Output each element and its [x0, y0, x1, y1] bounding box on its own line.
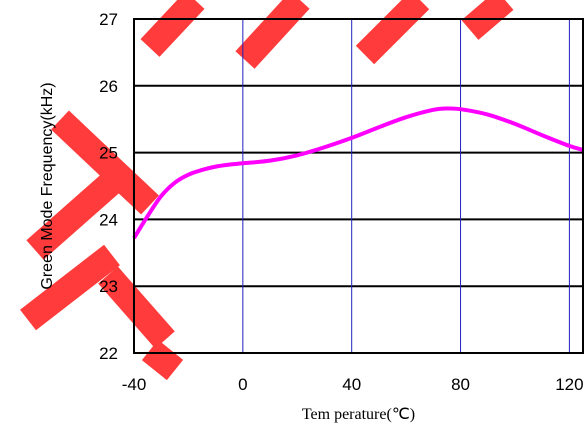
watermark-stripe — [235, 0, 310, 69]
x-axis-label: Tem perature(℃) — [302, 406, 415, 423]
x-tick-label: 80 — [451, 375, 470, 394]
watermark — [20, 0, 514, 381]
watermark-stripe — [461, 0, 514, 40]
y-tick-label: 22 — [99, 344, 118, 363]
x-tick-label: 120 — [555, 375, 583, 394]
y-axis-label: Green Mode Frequency(kHz) — [39, 82, 56, 289]
y-tick-label: 27 — [99, 10, 118, 29]
watermark-stripe — [20, 244, 120, 331]
watermark-stripe — [98, 266, 175, 349]
x-tick-label: -40 — [122, 375, 147, 394]
y-tick-label: 23 — [99, 277, 118, 296]
series-line — [132, 106, 584, 240]
y-tick-label: 24 — [99, 210, 118, 229]
series-layer — [132, 106, 584, 240]
grid — [134, 19, 583, 353]
watermark-stripe — [140, 0, 205, 57]
watermark-stripe — [355, 0, 430, 65]
tick-labels: 22 23 24 25 26 27 -40 0 40 80 120 — [99, 10, 584, 394]
x-tick-label: 40 — [342, 375, 361, 394]
y-tick-label: 25 — [99, 144, 118, 163]
plot-frame — [133, 18, 584, 354]
y-tick-label: 26 — [99, 77, 118, 96]
watermark-stripe — [26, 165, 129, 260]
x-tick-label: 0 — [238, 375, 247, 394]
